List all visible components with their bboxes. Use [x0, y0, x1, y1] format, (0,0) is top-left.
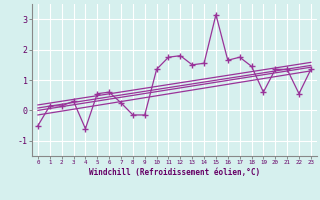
X-axis label: Windchill (Refroidissement éolien,°C): Windchill (Refroidissement éolien,°C): [89, 168, 260, 177]
